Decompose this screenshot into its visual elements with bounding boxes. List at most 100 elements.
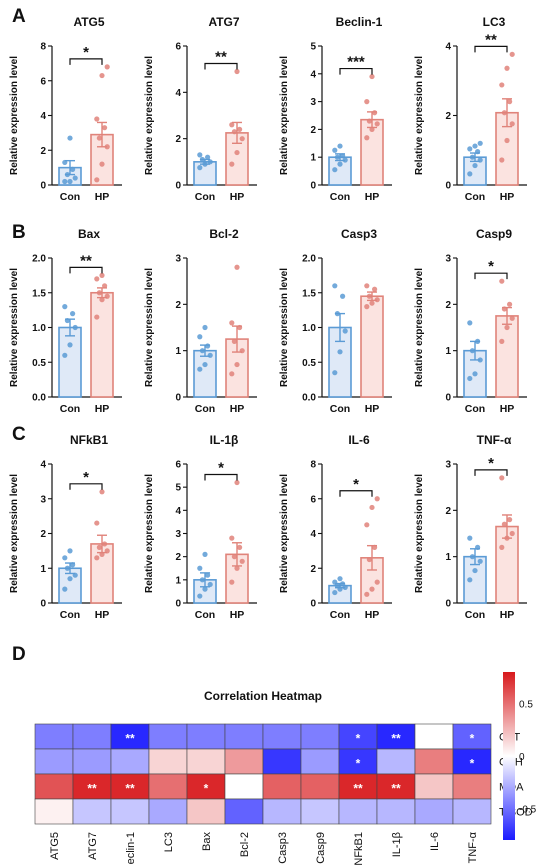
heatmap-cell — [186, 773, 226, 800]
data-point — [199, 348, 205, 354]
data-point — [197, 366, 203, 372]
significance-bracket — [69, 266, 103, 274]
panel-letter: C — [12, 424, 26, 445]
significance-bracket — [204, 473, 238, 481]
chart-lc3: LC3 Relative expression level 0 2 4 Con HP ** — [414, 15, 527, 203]
y-tick-label: 0.5 — [32, 358, 46, 369]
data-point — [364, 591, 370, 597]
data-point — [202, 551, 208, 557]
data-point — [364, 522, 370, 528]
y-axis-label: Relative expression level — [414, 474, 425, 593]
chart-casp3: Casp3 Relative expression level 0.0 0.5 1.0 1… — [279, 227, 392, 415]
colorbar-tick-label: 0 — [519, 752, 525, 763]
data-point — [197, 165, 203, 171]
data-point — [467, 146, 473, 152]
data-point — [477, 357, 483, 363]
heatmap-cell — [338, 723, 378, 750]
y-tick-label: 4 — [310, 69, 316, 80]
chart-atg5: ATG5 Relative expression level 0 2 4 6 8 Con HP * — [9, 15, 122, 203]
data-point — [477, 558, 483, 564]
significance-marker: * — [353, 476, 359, 493]
data-point — [234, 479, 240, 486]
heatmap-cell — [224, 723, 264, 750]
y-tick-label: 2.0 — [302, 254, 316, 265]
heatmap-cell — [224, 773, 264, 800]
data-point — [340, 581, 346, 587]
data-point — [99, 161, 105, 167]
data-point — [70, 562, 76, 568]
heatmap-cell — [224, 798, 264, 825]
heatmap-cell — [262, 798, 302, 825]
y-tick-label: 2 — [175, 552, 181, 563]
heatmap-cell — [148, 798, 188, 825]
x-tick-label: HP — [365, 403, 380, 415]
data-point — [237, 126, 243, 132]
data-point — [369, 586, 375, 592]
data-point — [72, 572, 78, 578]
y-tick-label: 4 — [40, 460, 46, 471]
y-tick-label: 0 — [310, 181, 316, 192]
heatmap-cell — [186, 748, 226, 775]
bar-hp — [360, 295, 384, 398]
data-point — [501, 306, 507, 312]
significance-marker: * — [356, 757, 361, 771]
data-point — [337, 143, 343, 149]
data-point — [372, 286, 378, 292]
data-point — [337, 349, 343, 355]
y-tick-label: 5 — [175, 483, 181, 494]
y-axis-label: Relative expression level — [414, 268, 425, 387]
significance-bracket — [474, 469, 508, 476]
heatmap-column-label: Casp9 — [315, 832, 327, 864]
data-point — [102, 283, 108, 289]
data-point — [334, 154, 340, 160]
data-point — [337, 161, 343, 167]
y-tick-label: 0 — [175, 393, 181, 404]
heatmap-cell — [414, 748, 454, 775]
panel-a: A ATG5 Relative expression level 0 2 4 6 8 Con HP… — [9, 6, 527, 203]
y-tick-label: 1.5 — [302, 288, 316, 299]
chart-title: TNF-α — [477, 433, 512, 447]
y-axis-label: Relative expression level — [414, 56, 425, 175]
y-tick-label: 1 — [445, 552, 451, 563]
data-point — [102, 125, 108, 131]
y-tick-label: 5 — [310, 42, 316, 53]
heatmap-cell — [224, 748, 264, 775]
data-point — [202, 586, 208, 592]
chart-title: ATG5 — [73, 15, 104, 29]
x-tick-label: HP — [500, 191, 515, 203]
data-point — [62, 304, 68, 310]
x-tick-label: HP — [95, 191, 110, 203]
y-tick-label: 2 — [40, 529, 46, 540]
heatmap-cell — [72, 798, 112, 825]
data-point — [104, 144, 110, 150]
y-tick-label: 2 — [175, 300, 181, 311]
heatmap-cell — [110, 723, 150, 750]
colorbar — [503, 672, 515, 840]
y-tick-label: 4 — [175, 506, 181, 517]
chart-title: Casp9 — [476, 227, 512, 241]
heatmap-column-label: Casp3 — [277, 832, 289, 864]
y-tick-label: 2 — [445, 111, 451, 122]
heatmap-column-label: LC3 — [163, 832, 175, 852]
data-point — [67, 135, 73, 141]
data-point — [70, 311, 76, 317]
heatmap-cell — [186, 798, 226, 825]
y-axis-label: Relative expression level — [144, 268, 155, 387]
data-point — [94, 276, 100, 282]
data-point — [499, 475, 505, 481]
data-point — [467, 320, 473, 326]
y-tick-label: 3 — [175, 529, 181, 540]
chart-beclin-1: Beclin-1 Relative expression level 0 1 2 3 4 5 C… — [279, 15, 392, 203]
heatmap-cell — [72, 723, 112, 750]
x-tick-label: Con — [330, 609, 350, 621]
data-point — [202, 161, 208, 167]
data-point — [99, 551, 105, 557]
data-point — [234, 264, 240, 270]
significance-marker: ** — [125, 782, 135, 796]
data-point — [374, 121, 380, 127]
x-tick-label: Con — [465, 609, 485, 621]
x-tick-label: HP — [500, 609, 515, 621]
data-point — [332, 589, 338, 596]
y-tick-label: 0.0 — [302, 393, 316, 404]
panel-letter: D — [12, 644, 26, 665]
